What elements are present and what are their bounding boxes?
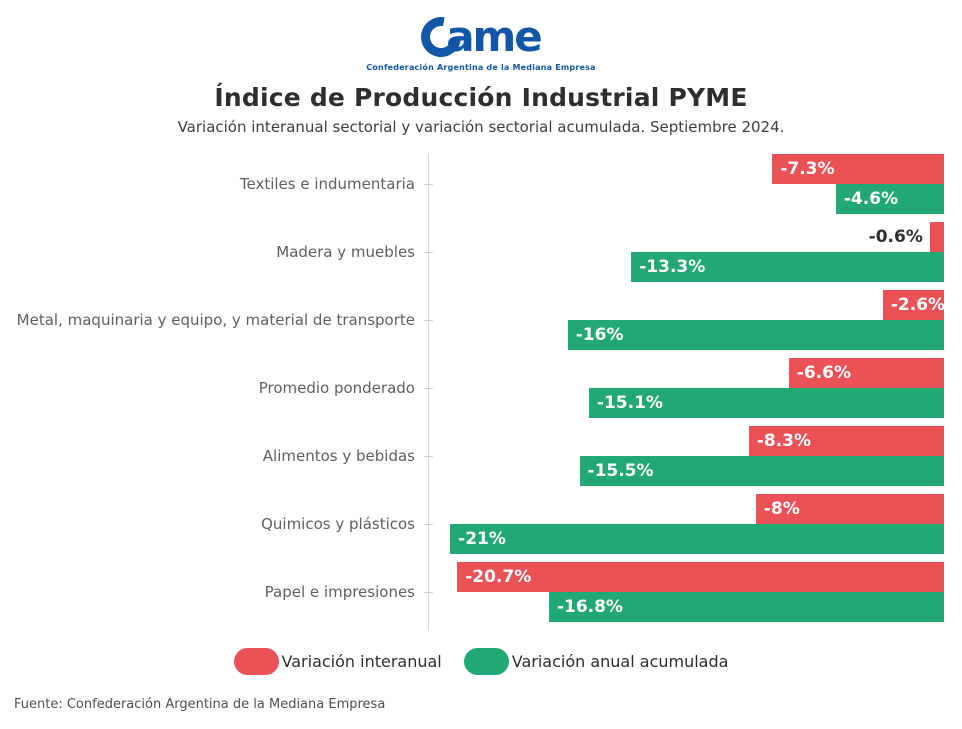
bar-acumulada: -15.1% [588, 388, 944, 418]
chart-row: Quimicos y plásticos -8% -21% [14, 494, 944, 562]
legend-label-acumulada: Variación anual acumulada [511, 652, 729, 671]
bar-acumulada: -4.6% [835, 184, 944, 214]
bar-interanual: -7.3% [772, 154, 944, 184]
bar-interanual: -8% [755, 494, 944, 524]
bar-acumulada: -13.3% [631, 252, 944, 282]
category-label: Promedio ponderado [258, 378, 415, 397]
chart-row: Promedio ponderado -6.6% -15.1% [14, 358, 944, 426]
plot-area: -8.3% -15.5% [424, 426, 944, 494]
page-title: Índice de Producción Industrial PYME [214, 83, 748, 112]
chart-row: Alimentos y bebidas -8.3% -15.5% [14, 426, 944, 494]
bar-value-label: -16% [575, 325, 624, 345]
bar-track: -16.8% [429, 592, 944, 622]
bar-value-label: -8% [763, 499, 800, 519]
bar-acumulada: -21% [450, 524, 944, 554]
bar-value-label: -0.6% [868, 227, 923, 247]
page-subtitle: Variación interanual sectorial y variaci… [177, 118, 785, 136]
bar-interanual: -20.7% [457, 562, 944, 592]
category-label: Metal, maquinaria y equipo, y material d… [16, 310, 415, 329]
category-label: Madera y muebles [276, 242, 415, 261]
plot-area: -2.6% -16% [424, 290, 946, 358]
axis-tick-icon [424, 184, 433, 185]
category-label: Textiles e indumentaria [239, 174, 415, 193]
bar-acumulada: -15.5% [579, 456, 944, 486]
came-logo: ame Confederación Argentina de la Median… [0, 0, 962, 72]
bar-interanual: -8.3% [748, 426, 944, 456]
bar-track: -13.3% [429, 252, 944, 282]
bar-value-label: -2.6% [890, 295, 946, 315]
bar-value-label: -15.1% [596, 393, 663, 413]
bar-interanual [929, 222, 944, 252]
bar-track: -21% [429, 524, 944, 554]
bar-track: -15.5% [429, 456, 944, 486]
plot-area: -0.6% -13.3% [424, 222, 944, 290]
legend-swatch-interanual [233, 648, 279, 675]
bar-track: -15.1% [429, 388, 944, 418]
legend-item-interanual: Variación interanual [233, 648, 442, 675]
category-label: Papel e impresiones [264, 582, 415, 601]
came-tagline: Confederación Argentina de la Mediana Em… [366, 63, 596, 72]
axis-tick-icon [424, 320, 433, 321]
bar-value-label: -16.8% [556, 597, 623, 617]
came-logo-mark: ame [413, 9, 543, 65]
bar-track: -8% [429, 494, 944, 524]
source-note: Fuente: Confederación Argentina de la Me… [14, 697, 386, 712]
bar-track: -7.3% [429, 154, 944, 184]
axis-tick-icon [424, 524, 433, 525]
bar-track: -4.6% [429, 184, 944, 214]
bar-acumulada: -16.8% [548, 592, 944, 622]
bar-value-label: -20.7% [465, 567, 532, 587]
bar-acumulada: -16% [567, 320, 944, 350]
bar-value-label: -8.3% [756, 431, 812, 451]
legend-item-acumulada: Variación anual acumulada [463, 648, 729, 675]
bar-track: -6.6% [429, 358, 944, 388]
bar-value-label: -4.6% [843, 189, 899, 209]
bar-value-label: -15.5% [587, 461, 654, 481]
axis-tick-icon [424, 388, 433, 389]
category-label: Alimentos y bebidas [262, 446, 415, 465]
chart-rows: Textiles e indumentaria -7.3% -4.6% Madera … [14, 154, 946, 630]
chart-row: Metal, maquinaria y equipo, y material d… [14, 290, 946, 358]
bar-value-label: -7.3% [780, 159, 835, 179]
chart-legend: Variación interanual Variación anual acu… [0, 648, 962, 675]
plot-area: -6.6% -15.1% [424, 358, 944, 426]
came-wordmark: ame [446, 12, 543, 61]
bar-interanual: -6.6% [788, 358, 944, 388]
bar-track: -8.3% [429, 426, 944, 456]
bar-track: -20.7% [429, 562, 944, 592]
legend-swatch-acumulada [463, 648, 509, 675]
bar-value-label: -6.6% [796, 363, 852, 383]
plot-area: -7.3% -4.6% [424, 154, 944, 222]
bar-chart: Textiles e indumentaria -7.3% -4.6% Madera … [14, 154, 946, 630]
chart-row: Madera y muebles -0.6% -13.3% [14, 222, 944, 290]
legend-label-interanual: Variación interanual [281, 652, 442, 671]
plot-area: -20.7% -16.8% [424, 562, 944, 630]
axis-tick-icon [424, 592, 433, 593]
bar-value-label: -13.3% [639, 257, 706, 277]
axis-tick-icon [424, 456, 433, 457]
chart-row: Papel e impresiones -20.7% -16.8% [14, 562, 944, 630]
bar-track: -0.6% [429, 222, 944, 252]
axis-tick-icon [424, 252, 433, 253]
bar-value-label: -21% [458, 529, 506, 549]
bar-interanual: -2.6% [882, 290, 946, 320]
category-label: Quimicos y plásticos [261, 514, 415, 533]
bar-track: -16% [429, 320, 944, 350]
plot-area: -8% -21% [424, 494, 944, 562]
chart-row: Textiles e indumentaria -7.3% -4.6% [14, 154, 944, 222]
bar-track: -2.6% [429, 290, 946, 320]
